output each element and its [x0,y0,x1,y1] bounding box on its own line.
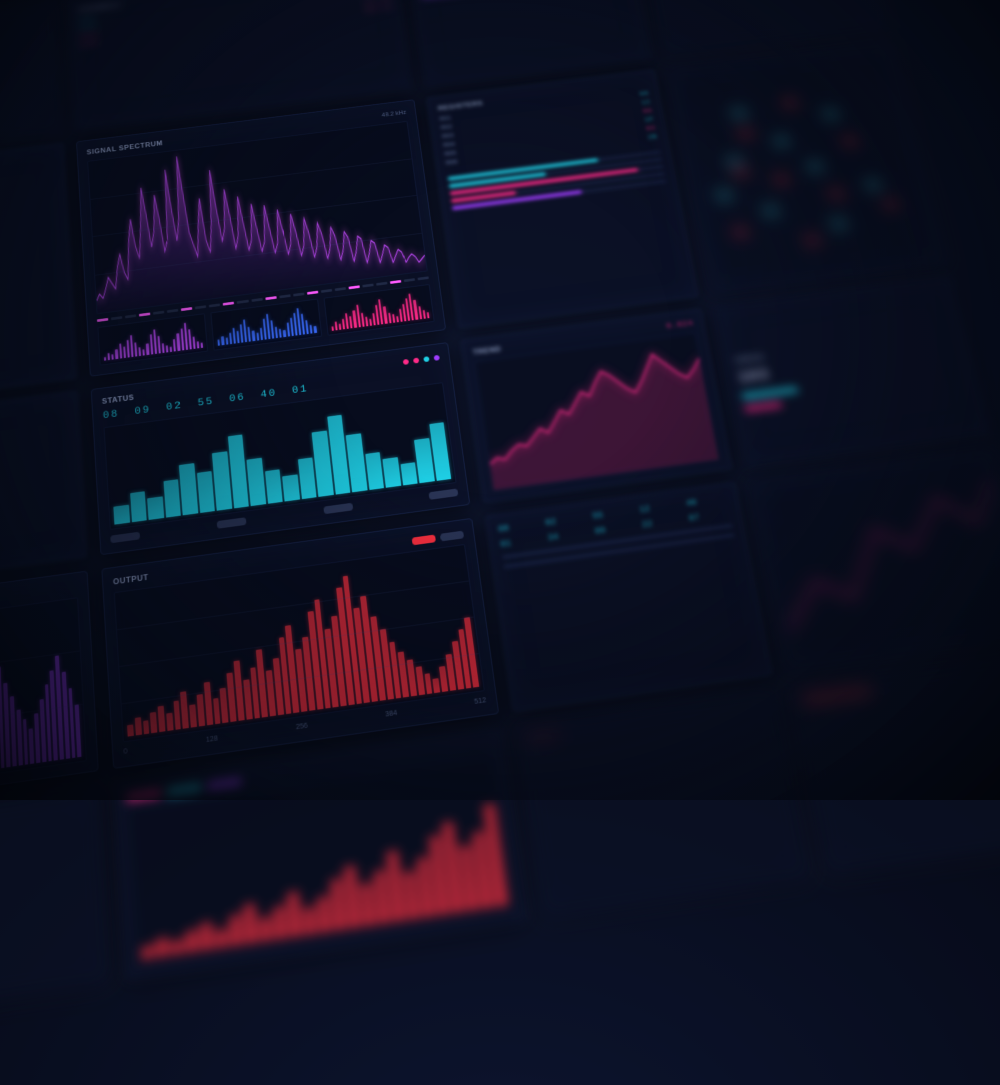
panel-left-code2: QUERIED 0x5C RUN 0x5D HALT 0x5E STEP 0x5… [0,391,87,592]
top2-title: CHANNELS [78,1,121,13]
panel-r5-1 [0,786,111,1024]
panel-top-1 [0,1,63,161]
panel-scatter [666,40,947,295]
pink-title: TREND [472,345,501,357]
spec-sub: 48.2 kHz [381,110,406,119]
red-title: OUTPUT [113,573,149,587]
sub-left[interactable] [97,313,208,365]
dots-strip [403,354,440,364]
sub-mid[interactable] [211,299,322,351]
panel-r4-3: 08025512400134092207 [486,482,773,712]
log-lines: 0x4A2F INIT OK0x4A30 BIND OK0x4A31 READ … [0,165,58,258]
stat-title: STATUS [102,393,135,405]
blur-line [761,458,1000,660]
panel-badge: URBAN 103 [714,276,990,467]
dashboard-canvas: CHANNELS CH-01142.08CH-02098.42CH-03211.… [0,0,1000,1063]
pink-value: 0.824 [666,320,694,331]
purple-bar-chart[interactable] [0,597,87,796]
sub-right[interactable] [323,284,434,336]
red-bar-chart[interactable] [114,544,485,743]
panel-numbers: STATUS 08090255064001 [91,342,471,555]
panel-r5-3 [515,689,812,918]
badge-label: URBAN [734,327,955,364]
panel-r5-2 [114,728,528,980]
purple-title: LEVELS [0,583,78,624]
scatter-chart[interactable] [678,49,935,284]
panel-purple-bars: LEVELS [0,571,99,810]
panel-main-spectrum[interactable]: SIGNAL SPECTRUM 48.2 kHz [76,99,446,376]
panel-code-left: LOG STREAM 0x4A2F INIT OK0x4A30 BIND OK0… [0,143,77,411]
pink-line-chart[interactable] [474,333,719,492]
panel-r4-4 [748,446,1000,672]
panel-r5-4 [789,650,1000,875]
panel-pink-line: TREND 0.824 [461,309,732,503]
panel-red-bars: OUTPUT 0128256384512 [101,518,499,769]
panel-right-table: REGISTERS R0108R0212R030AR041FR0503R062B [427,69,699,328]
